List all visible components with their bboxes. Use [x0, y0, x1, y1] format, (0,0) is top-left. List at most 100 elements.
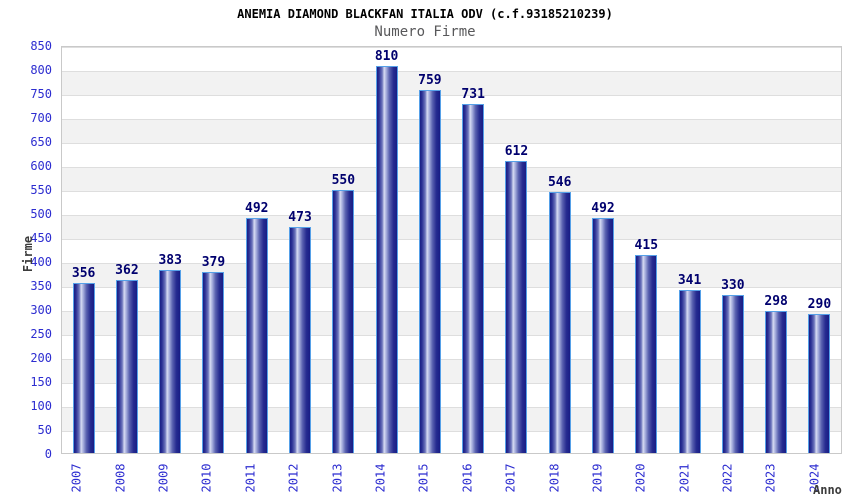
bar-2022 — [721, 295, 744, 453]
x-label-slot: 2009 — [148, 457, 191, 498]
x-tick-label: 2011 — [243, 463, 258, 492]
bar-slot-2007: 356 — [62, 47, 105, 453]
x-label-slot: 2023 — [755, 457, 798, 498]
bar-value-label: 731 — [461, 86, 485, 102]
bar-value-label: 492 — [245, 201, 269, 216]
bar-value-label: 290 — [807, 297, 832, 313]
y-tick-label: 550 — [30, 183, 52, 197]
bar-slot-2015: 759 — [408, 47, 451, 453]
x-label-slot: 2013 — [321, 457, 364, 498]
bar-2015 — [418, 90, 441, 453]
y-tick-label: 150 — [30, 375, 52, 389]
bar-slot-2016: 731 — [452, 47, 495, 453]
y-tick-label: 200 — [30, 351, 52, 365]
bar-slot-2018: 546 — [538, 47, 581, 453]
x-axis-labels: 2007 2008 2009 2010 2011 2012 2013 2014 2015 2016… — [61, 457, 842, 498]
x-tick-label: 2009 — [156, 463, 171, 492]
x-label-slot: 2012 — [278, 457, 321, 498]
y-tick-label: 0 — [44, 447, 52, 461]
y-tick-label: 100 — [30, 399, 52, 413]
bar-2018 — [548, 192, 571, 453]
bar-slot-2009: 383 — [149, 47, 192, 453]
x-tick-label: 2012 — [286, 463, 301, 492]
x-tick-label: 2007 — [69, 463, 84, 492]
x-tick-label: 2010 — [199, 463, 214, 492]
bar-slot-2008: 362 — [105, 47, 148, 453]
chart-subtitle: Numero Firme — [374, 24, 476, 40]
bar-value-label: 415 — [634, 237, 659, 253]
bar-slot-2022: 330 — [711, 47, 754, 453]
y-tick-label: 850 — [30, 39, 52, 53]
y-axis-title: Firme — [21, 235, 35, 273]
bar-slot-2012: 473 — [278, 47, 321, 453]
bar-2013 — [332, 190, 355, 453]
bar-2019 — [592, 218, 615, 453]
chart-title: ANEMIA DIAMOND BLACKFAN ITALIA ODV (c.f.… — [237, 7, 613, 21]
y-tick-label: 500 — [30, 207, 52, 221]
x-tick-label: 2020 — [633, 463, 648, 492]
x-label-slot: 2016 — [452, 457, 495, 498]
bar-slot-2021: 341 — [668, 47, 711, 453]
y-tick-label: 600 — [30, 159, 52, 173]
bar-2023 — [765, 310, 788, 453]
bar-value-label: 356 — [71, 265, 96, 281]
y-tick-label: 300 — [30, 303, 52, 317]
bar-slot-2014: 810 — [365, 47, 408, 453]
bar-2020 — [635, 254, 658, 453]
x-tick-label: 2021 — [677, 463, 692, 492]
bar-value-label: 473 — [288, 210, 312, 226]
x-label-slot: 2015 — [408, 457, 451, 498]
bar-2021 — [678, 290, 701, 453]
y-tick-label: 700 — [30, 111, 52, 125]
bar-2014 — [375, 66, 398, 453]
y-tick-label: 450 — [30, 231, 52, 245]
x-tick-label: 2015 — [416, 463, 431, 492]
x-label-slot: 2008 — [104, 457, 147, 498]
y-tick-label: 400 — [30, 255, 52, 269]
bar-value-label: 341 — [677, 273, 702, 289]
bar-value-label: 759 — [418, 73, 442, 89]
x-tick-label: 2013 — [330, 463, 345, 492]
x-tick-label: 2008 — [113, 463, 128, 492]
bar-value-label: 383 — [158, 253, 182, 269]
bar-2007 — [72, 282, 95, 453]
plot-area: 356 362 383 379 492 473 550 810 759 731 612 546 492 4… — [61, 46, 842, 454]
bar-slot-2017: 612 — [495, 47, 538, 453]
y-tick-label: 250 — [30, 327, 52, 341]
bar-2016 — [462, 103, 485, 453]
bar-value-label: 330 — [721, 278, 745, 294]
bar-slot-2010: 379 — [192, 47, 235, 453]
x-label-slot: 2022 — [712, 457, 755, 498]
bar-slot-2011: 492 — [235, 47, 278, 453]
y-tick-label: 350 — [30, 279, 52, 293]
x-tick-label: 2014 — [373, 463, 388, 492]
bar-value-label: 550 — [331, 173, 356, 189]
bar-slot-2023: 298 — [755, 47, 798, 453]
x-label-slot: 2010 — [191, 457, 234, 498]
bar-2009 — [159, 270, 182, 453]
x-tick-label: 2019 — [590, 463, 605, 492]
bar-2008 — [115, 280, 138, 453]
x-tick-label: 2023 — [763, 463, 778, 492]
bar-slot-2024: 290 — [798, 47, 841, 453]
x-label-slot: 2007 — [61, 457, 104, 498]
bar-2010 — [202, 271, 225, 453]
x-label-slot: 2011 — [235, 457, 278, 498]
bar-2017 — [505, 160, 528, 453]
x-label-slot: 2021 — [668, 457, 711, 498]
bar-slot-2019: 492 — [581, 47, 624, 453]
y-tick-label: 650 — [30, 135, 52, 149]
x-axis-title: Anno — [813, 483, 842, 497]
y-tick-label: 800 — [30, 63, 52, 77]
bar-value-label: 492 — [591, 201, 615, 216]
bar-value-label: 379 — [201, 254, 226, 270]
x-tick-label: 2018 — [546, 463, 561, 492]
bar-slot-2013: 550 — [322, 47, 365, 453]
y-tick-label: 750 — [30, 87, 52, 101]
x-tick-label: 2016 — [460, 463, 475, 492]
x-tick-label: 2017 — [503, 463, 518, 492]
bars-area: 356 362 383 379 492 473 550 810 759 731 612 546 492 4… — [62, 47, 841, 453]
x-label-slot: 2019 — [582, 457, 625, 498]
x-label-slot: 2018 — [538, 457, 581, 498]
